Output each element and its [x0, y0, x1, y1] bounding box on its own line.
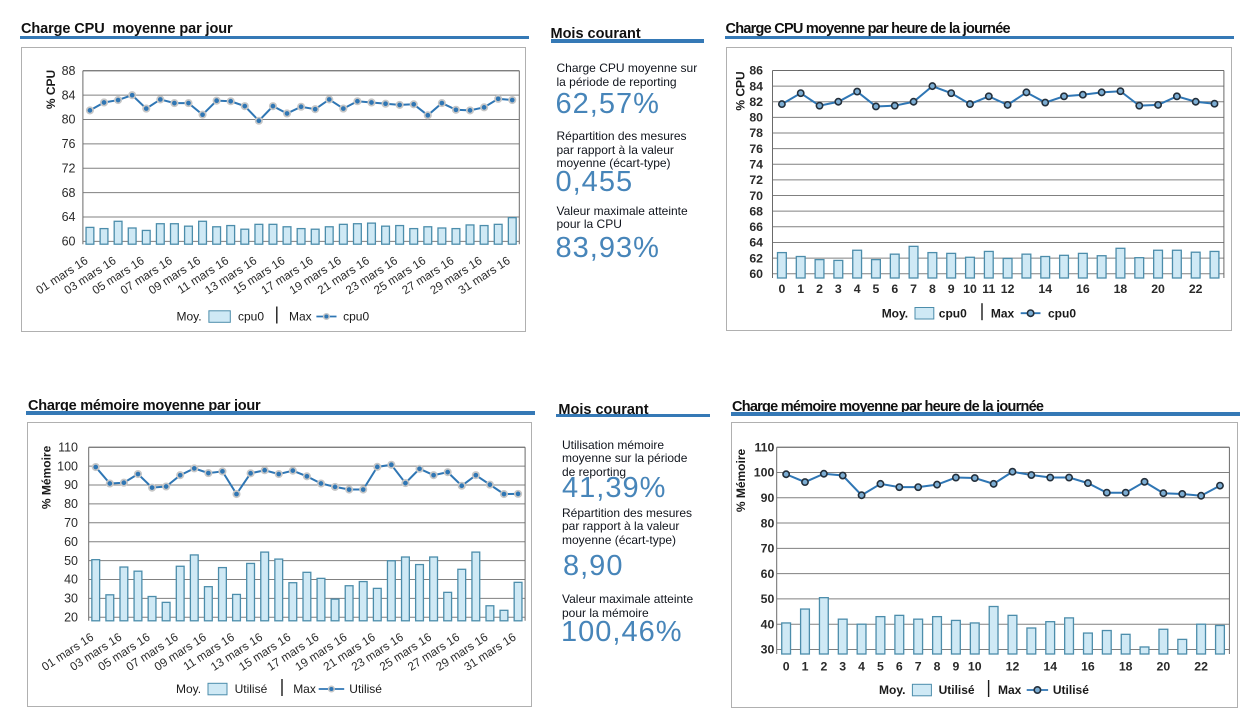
svg-text:% Mémoire: % Mémoire	[734, 448, 748, 512]
svg-text:6: 6	[896, 659, 903, 673]
svg-text:80: 80	[761, 516, 775, 530]
svg-text:4: 4	[858, 659, 865, 673]
svg-text:64: 64	[61, 210, 75, 224]
svg-text:Max: Max	[293, 682, 316, 696]
svg-text:90: 90	[761, 490, 775, 504]
svg-text:% Mémoire: % Mémoire	[39, 445, 53, 509]
svg-text:8: 8	[934, 659, 941, 673]
svg-text:7: 7	[915, 659, 922, 673]
svg-text:80: 80	[64, 497, 78, 511]
svg-text:18: 18	[1113, 281, 1127, 295]
svg-text:68: 68	[61, 185, 75, 199]
svg-text:50: 50	[761, 592, 775, 606]
svg-text:30: 30	[64, 591, 78, 605]
svg-text:Moy.: Moy.	[176, 309, 201, 323]
svg-text:60: 60	[64, 534, 78, 548]
svg-text:Utilisé: Utilisé	[349, 682, 382, 696]
svg-text:4: 4	[853, 281, 860, 295]
svg-text:10: 10	[968, 659, 982, 673]
svg-text:11: 11	[982, 281, 995, 295]
svg-text:88: 88	[61, 64, 75, 78]
svg-text:9: 9	[952, 659, 959, 673]
svg-text:100: 100	[754, 465, 775, 479]
svg-text:2: 2	[816, 281, 823, 295]
svg-text:14: 14	[1038, 281, 1052, 295]
svg-text:8: 8	[928, 281, 935, 295]
svg-text:78: 78	[749, 126, 763, 140]
svg-text:110: 110	[58, 440, 78, 454]
svg-text:110: 110	[754, 440, 774, 454]
svg-text:Moy.: Moy.	[176, 682, 201, 696]
svg-text:50: 50	[64, 553, 78, 567]
svg-text:cpu0: cpu0	[343, 309, 369, 323]
svg-text:70: 70	[749, 188, 763, 202]
svg-text:Utilisé: Utilisé	[235, 682, 268, 696]
svg-text:40: 40	[761, 617, 775, 631]
svg-text:64: 64	[749, 235, 763, 249]
svg-text:20: 20	[64, 610, 78, 624]
svg-text:Max: Max	[998, 683, 1022, 697]
svg-text:82: 82	[749, 94, 763, 108]
svg-text:cpu0: cpu0	[938, 306, 966, 320]
svg-text:18: 18	[1119, 659, 1133, 673]
svg-text:66: 66	[749, 220, 763, 234]
svg-text:70: 70	[761, 541, 775, 555]
svg-text:cpu0: cpu0	[238, 309, 264, 323]
svg-text:10: 10	[963, 281, 977, 295]
svg-text:16: 16	[1081, 659, 1095, 673]
svg-text:cpu0: cpu0	[1048, 306, 1076, 320]
svg-text:1: 1	[797, 281, 804, 295]
svg-text:Moy.: Moy.	[879, 683, 905, 697]
svg-text:74: 74	[749, 157, 763, 171]
svg-text:84: 84	[61, 88, 75, 102]
svg-text:60: 60	[761, 566, 775, 580]
svg-text:3: 3	[839, 659, 846, 673]
svg-text:40: 40	[64, 572, 78, 586]
svg-text:% CPU: % CPU	[44, 69, 58, 108]
svg-text:6: 6	[891, 281, 898, 295]
svg-text:Max: Max	[990, 306, 1014, 320]
svg-text:5: 5	[872, 281, 879, 295]
svg-text:20: 20	[1157, 659, 1171, 673]
svg-text:72: 72	[61, 161, 75, 175]
svg-text:Max: Max	[289, 309, 312, 323]
svg-text:60: 60	[61, 234, 75, 248]
svg-text:76: 76	[61, 137, 75, 151]
svg-text:12: 12	[1000, 281, 1014, 295]
svg-text:12: 12	[1006, 659, 1020, 673]
svg-text:Moy.: Moy.	[881, 306, 907, 320]
svg-text:16: 16	[1075, 281, 1089, 295]
svg-text:0: 0	[783, 659, 790, 673]
svg-text:14: 14	[1043, 659, 1057, 673]
svg-text:90: 90	[64, 478, 78, 492]
svg-text:22: 22	[1188, 281, 1202, 295]
svg-text:68: 68	[749, 204, 763, 218]
svg-text:76: 76	[749, 141, 763, 155]
svg-text:5: 5	[877, 659, 884, 673]
svg-text:86: 86	[749, 63, 763, 77]
svg-text:100: 100	[57, 459, 78, 473]
svg-text:60: 60	[749, 266, 763, 280]
svg-text:80: 80	[749, 110, 763, 124]
svg-text:70: 70	[64, 516, 78, 530]
svg-text:9: 9	[947, 281, 954, 295]
svg-text:84: 84	[749, 79, 763, 93]
svg-text:72: 72	[749, 173, 763, 187]
svg-text:80: 80	[61, 112, 75, 126]
svg-text:3: 3	[834, 281, 841, 295]
svg-text:1: 1	[802, 659, 809, 673]
svg-text:2: 2	[820, 659, 827, 673]
svg-text:Utilisé: Utilisé	[1053, 683, 1089, 697]
svg-text:Utilisé: Utilisé	[939, 683, 975, 697]
svg-text:7: 7	[910, 281, 917, 295]
svg-text:20: 20	[1151, 281, 1165, 295]
svg-text:0: 0	[778, 281, 785, 295]
svg-text:30: 30	[761, 642, 775, 656]
svg-text:22: 22	[1194, 659, 1208, 673]
svg-text:% CPU: % CPU	[733, 71, 747, 110]
svg-text:62: 62	[749, 251, 763, 265]
